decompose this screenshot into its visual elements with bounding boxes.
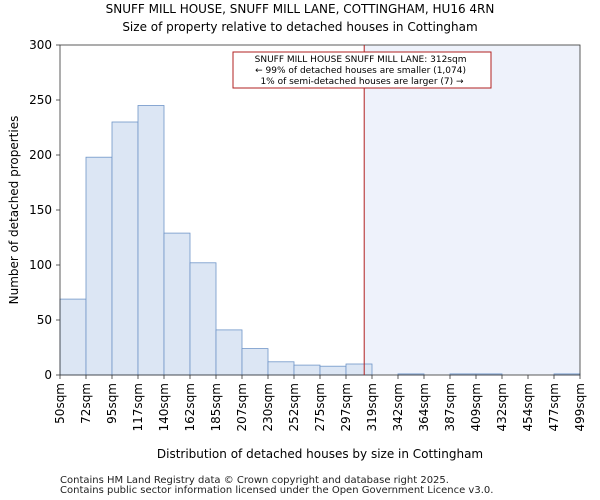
bar-95sqm — [111, 121, 139, 376]
x-tick-label: 364sqm — [417, 383, 431, 431]
x-tick-label: 230sqm — [261, 383, 275, 431]
x-tick-label: 275sqm — [313, 383, 327, 431]
chart-title-line1: SNUFF MILL HOUSE, SNUFF MILL LANE, COTTI… — [105, 2, 495, 16]
x-tick-label: 72sqm — [79, 383, 93, 424]
annotation-text: SNUFF MILL HOUSE SNUFF MILL LANE: 312sqm… — [255, 55, 470, 87]
footer-line2: Contains public sector information licen… — [60, 485, 494, 496]
bar-275sqm — [319, 365, 347, 376]
bar-72sqm — [85, 156, 113, 376]
histogram-chart: 0 50 100 150 200 250 300 50sqm 72sqm 95sqm 117sqm… — [7, 38, 587, 461]
annotation-line2: ← 99% of detached houses are smaller (1,… — [255, 66, 466, 76]
y-axis-label: Number of detached properties — [7, 116, 21, 305]
y-ticks-group: 0 50 100 150 200 250 300 — [29, 38, 60, 382]
x-tick-label: 454sqm — [521, 383, 535, 431]
x-tick-label: 252sqm — [287, 383, 301, 431]
bar-140sqm — [163, 232, 191, 376]
x-tick-label: 207sqm — [235, 383, 249, 431]
bar-252sqm — [293, 364, 321, 376]
x-tick-label: 117sqm — [131, 383, 145, 431]
y-tick-label: 250 — [29, 93, 52, 107]
footer-line1: Contains HM Land Registry data © Crown c… — [60, 475, 449, 486]
bar-185sqm — [215, 329, 243, 376]
y-tick-label: 200 — [29, 148, 52, 162]
annotation-line1: SNUFF MILL HOUSE SNUFF MILL LANE: 312sqm — [255, 55, 467, 65]
x-tick-label: 387sqm — [443, 383, 457, 431]
x-tick-label: 297sqm — [339, 383, 353, 431]
x-tick-label: 185sqm — [209, 383, 223, 431]
x-tick-label: 319sqm — [365, 383, 379, 431]
x-tick-label: 432sqm — [495, 383, 509, 431]
y-tick-label: 50 — [37, 313, 52, 327]
x-tick-label: 95sqm — [105, 383, 119, 424]
annotation-line3: 1% of semi-detached houses are larger (7… — [260, 77, 464, 87]
x-ticks-group: 50sqm 72sqm 95sqm 117sqm 140sqm 162sqm 185sqm 2… — [53, 375, 587, 431]
bar-162sqm — [189, 262, 217, 376]
x-tick-label: 140sqm — [157, 383, 171, 431]
x-tick-label: 477sqm — [547, 383, 561, 431]
y-tick-label: 300 — [29, 38, 52, 52]
bar-50sqm — [59, 298, 87, 376]
bars-group — [59, 105, 581, 376]
y-tick-label: 100 — [29, 258, 52, 272]
bar-230sqm — [267, 361, 295, 376]
x-tick-label: 50sqm — [53, 383, 67, 424]
bar-207sqm — [241, 348, 269, 376]
chart-title-line2: Size of property relative to detached ho… — [122, 20, 478, 34]
x-tick-label: 162sqm — [183, 383, 197, 431]
x-tick-label: 342sqm — [391, 383, 405, 431]
x-axis-label: Distribution of detached houses by size … — [157, 447, 483, 461]
annotation-box — [232, 51, 492, 89]
x-tick-label: 499sqm — [573, 383, 587, 431]
bar-117sqm — [137, 105, 165, 376]
larger-region-highlight — [364, 45, 580, 375]
bar-297sqm — [345, 363, 373, 376]
y-tick-label: 0 — [44, 368, 52, 382]
x-tick-label: 409sqm — [469, 383, 483, 431]
y-tick-label: 150 — [29, 203, 52, 217]
